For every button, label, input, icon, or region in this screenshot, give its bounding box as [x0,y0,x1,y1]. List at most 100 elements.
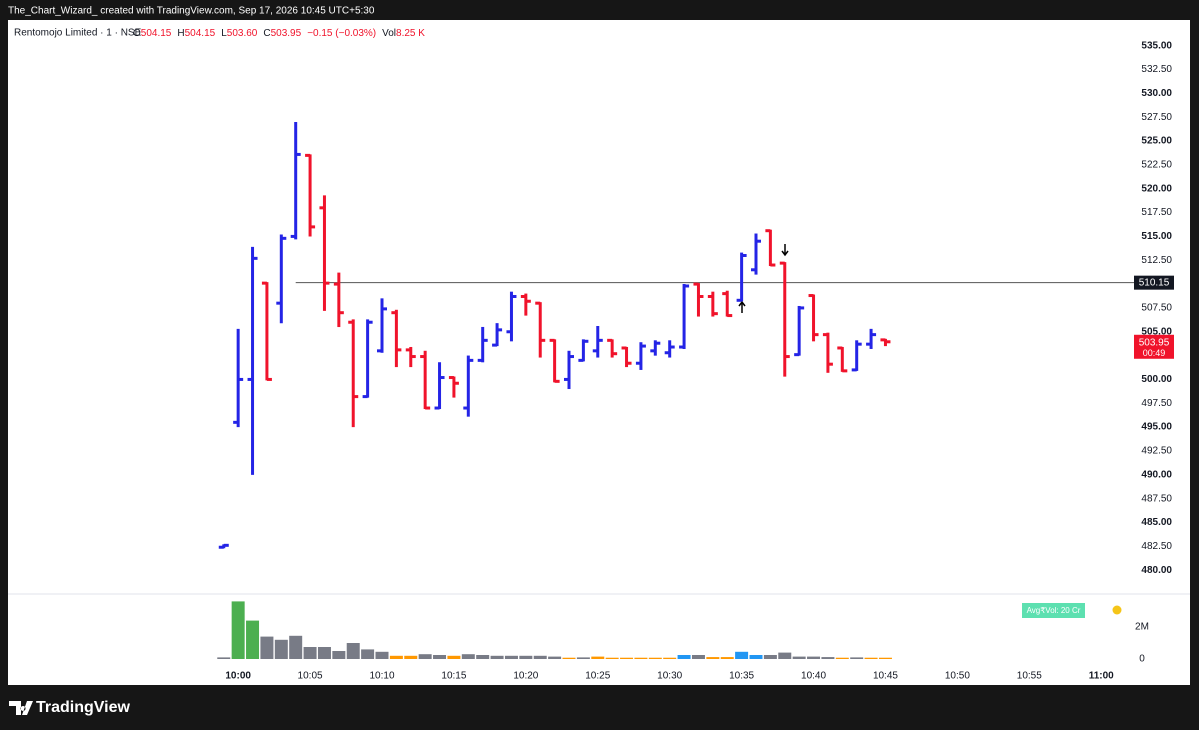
y-tick-label: 522.50 [1141,160,1172,171]
volume-bar [217,657,231,659]
x-tick-label: 10:20 [513,671,538,682]
x-tick-label: 10:30 [657,671,682,682]
volume-bar [418,654,432,659]
x-tick-label: 10:40 [801,671,826,682]
volume-bar [389,655,403,659]
emoji-icon [1112,605,1122,615]
legend-key: C [263,28,270,39]
volume-bar [548,656,562,659]
volume-bar [648,657,662,659]
volume-bar [620,657,634,659]
countdown-label: 00:49 [1143,348,1166,358]
y-tick-label: 527.50 [1141,112,1172,123]
volume-bar [605,657,619,659]
y-tick-label: 495.00 [1141,422,1172,433]
x-tick-label: 10:00 [225,671,251,682]
volume-bar [778,652,792,659]
volume-bar [461,654,475,659]
y-tick-label: 500.00 [1141,374,1172,385]
volume-bar [821,657,835,659]
x-tick-label: 10:15 [441,671,466,682]
legend-key: L [221,28,227,39]
y-tick-label: 532.50 [1141,64,1172,75]
volume-bar [289,635,303,659]
volume-bar [447,655,461,659]
caption: The_Chart_Wizard_ created with TradingVi… [8,6,375,17]
volume-bar [634,657,648,659]
x-tick-label: 10:05 [298,671,323,682]
y-tick-label: 515.00 [1141,231,1172,242]
volume-bar [591,656,605,659]
x-tick-label: 10:25 [585,671,610,682]
volume-bar [332,651,346,659]
volume-bar [663,657,677,659]
volume-bar [404,655,418,659]
legend-key: H [177,28,184,39]
volume-bar [878,657,892,659]
volume-bar [433,655,447,659]
volume-bar [835,657,849,659]
volume-bar [749,655,763,659]
volume-bar [864,657,878,659]
volume-bar [706,657,720,659]
volume-bar [850,657,864,659]
y-tick-label: 520.00 [1141,183,1172,194]
y-tick-label: 512.50 [1141,255,1172,266]
avg-volume-badge [1022,603,1085,618]
volume-bar [576,657,590,659]
volume-bar [807,656,821,659]
volume-bar [735,651,749,659]
volume-bar [504,655,518,659]
volume-bar [317,647,331,659]
legend-value: 504.15 [185,28,216,39]
y-tick-label: 525.00 [1141,136,1172,147]
legend-value: 504.15 [141,28,172,39]
volume-bar [274,639,288,659]
volume-bar [490,655,504,659]
volume-bar [303,647,317,659]
hline-label: 510.15 [1139,277,1170,288]
legend-value: −0.15 (−0.03%) [307,28,376,39]
y-tick-label: 485.00 [1141,517,1172,528]
x-tick-label: 10:55 [1017,671,1042,682]
y-tick-label: 530.00 [1141,88,1172,99]
y-tick-label: 487.50 [1141,493,1172,504]
ohlc-legend: O504.15 H504.15 L503.60 C503.95 −0.15 (−0.03… [133,28,425,39]
legend-value: 8.25 K [396,28,425,39]
y-tick-label: 535.00 [1141,40,1172,51]
symbol: Rentomojo Limited · 1 · NSE [14,28,142,39]
legend-value: 503.60 [227,28,258,39]
volume-bar [361,649,375,659]
brand: TradingView [36,699,131,716]
logo-mark [9,701,33,715]
volume-bar [260,636,274,659]
x-tick-label: 10:45 [873,671,898,682]
x-tick-label: 11:00 [1089,671,1114,682]
volume-tick-label: 0 [1139,654,1145,665]
sell-signal-arrow [781,244,789,257]
y-tick-label: 482.50 [1141,541,1172,552]
y-tick-label: 517.50 [1141,207,1172,218]
y-tick-label: 497.50 [1141,398,1172,409]
logo: TradingView [9,699,131,716]
volume-bar [375,651,389,659]
last-price-badge [1134,334,1174,359]
volume-bar [763,655,777,659]
y-tick-label: 492.50 [1141,446,1172,457]
volume-bar [792,656,806,659]
x-tick-label: 10:10 [369,671,394,682]
volume-bar [720,657,734,659]
last-price-label: 503.95 [1139,337,1170,348]
volume-tick-label: 2M [1135,622,1149,633]
volume-bar [677,655,691,659]
x-tick-label: 10:35 [729,671,754,682]
y-tick-label: 505.00 [1141,326,1172,337]
x-tick-label: 10:50 [945,671,970,682]
volume-bar [476,655,490,659]
y-tick-label: 490.00 [1141,469,1172,480]
legend-value: 503.95 [271,28,302,39]
y-tick-label: 507.50 [1141,303,1172,314]
buy-signal-arrow [738,300,746,313]
